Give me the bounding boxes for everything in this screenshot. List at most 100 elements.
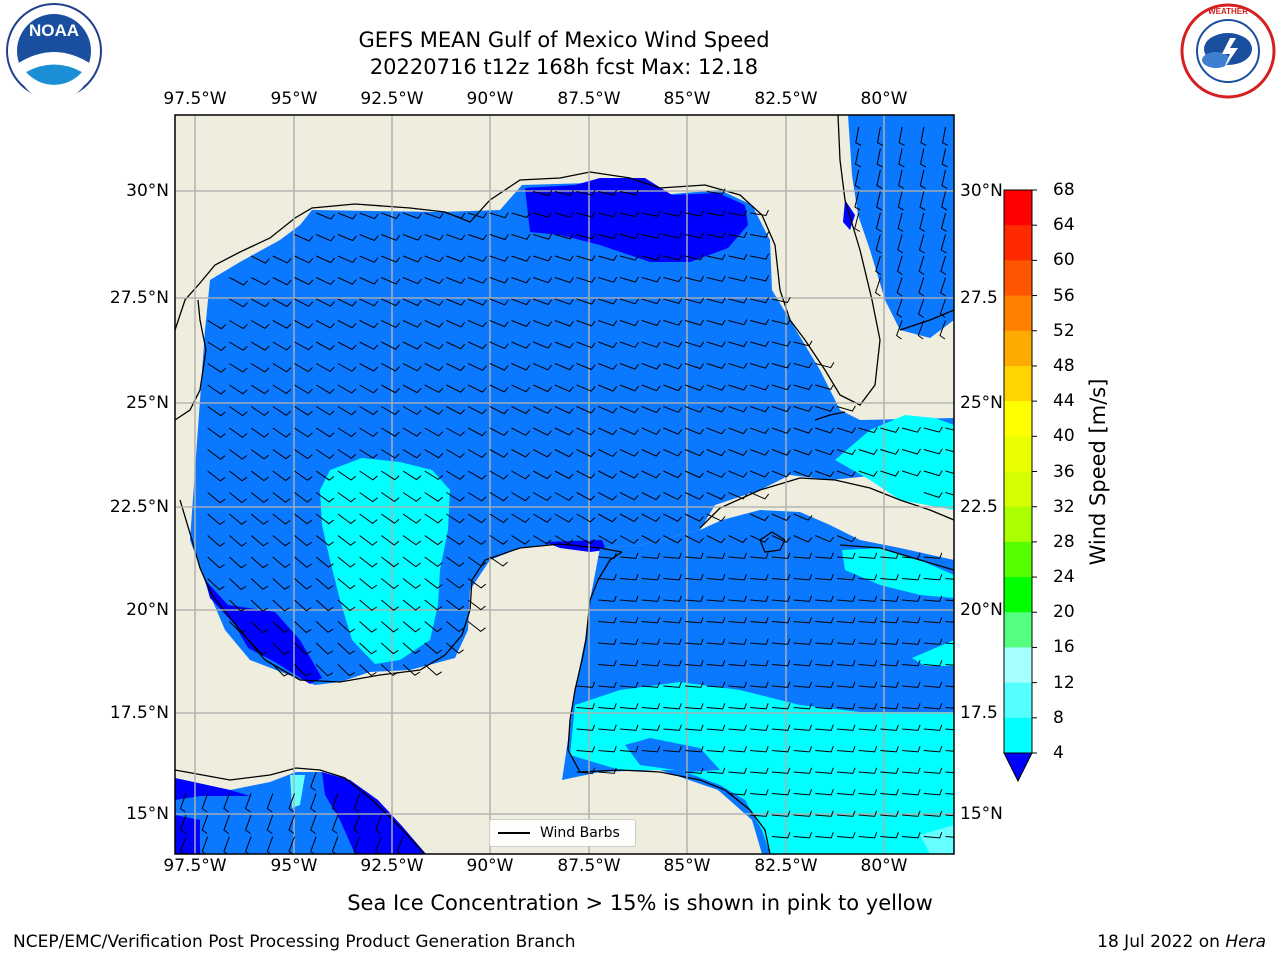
- wind-barb: [467, 492, 487, 502]
- wind-barb: [201, 814, 209, 834]
- wind-barb: [728, 789, 747, 796]
- wind-barb: [815, 574, 834, 581]
- wind-barb: [310, 771, 317, 791]
- wind-barb: [272, 513, 291, 525]
- gridlines: [175, 115, 954, 854]
- wind-barb: [294, 406, 313, 416]
- wind-barb: [381, 384, 400, 394]
- wind-barb: [836, 449, 856, 456]
- wind-barb: [641, 660, 661, 667]
- wind-barb: [381, 277, 401, 285]
- wind-barb: [359, 621, 377, 633]
- wind-barb: [381, 255, 401, 263]
- wind-barb: [424, 427, 444, 437]
- wind-barb: [598, 320, 618, 327]
- wind-barb: [750, 449, 770, 456]
- wind-barb: [836, 681, 856, 688]
- wind-barb: [836, 574, 856, 581]
- wind-barb: [771, 384, 791, 391]
- wind-barb: [728, 574, 747, 581]
- wind-barb: [815, 810, 834, 817]
- wind-barb: [337, 578, 356, 590]
- wind-barb: [880, 448, 900, 455]
- wind-barb: [554, 470, 574, 480]
- wind-barb: [402, 492, 422, 502]
- wind-barb: [250, 599, 269, 612]
- colorbar-segment: [1004, 190, 1032, 226]
- wind-barb: [533, 341, 553, 349]
- wind-barb: [858, 617, 878, 624]
- wind-barb: [663, 406, 683, 413]
- wind-barb: [793, 660, 813, 667]
- wind-barb: [489, 406, 509, 415]
- wind-barb: [619, 724, 639, 731]
- wind-barb: [381, 234, 401, 241]
- wind-barb: [446, 212, 466, 219]
- wind-barb: [793, 832, 813, 839]
- wind-barb: [684, 406, 705, 413]
- wind-barb: [294, 320, 314, 329]
- wind-barb: [315, 277, 335, 286]
- wind-barb: [641, 746, 661, 753]
- wind-barb: [337, 513, 356, 525]
- wind-barb: [641, 427, 661, 435]
- wind-barb: [728, 341, 748, 348]
- wind-barb: [684, 535, 704, 544]
- wind-barb: [750, 340, 770, 347]
- wind-barb: [315, 449, 335, 460]
- wind-barb: [598, 298, 618, 305]
- colorbar-tick-label-7: 40: [1053, 426, 1075, 447]
- wind-barb: [511, 212, 531, 219]
- colorbar-tick-label-9: 32: [1053, 496, 1075, 517]
- wind-barb: [854, 212, 861, 232]
- wind-barb: [598, 492, 617, 501]
- wind-barb: [250, 363, 270, 373]
- wind-barb: [706, 513, 726, 522]
- wind-barb: [728, 535, 748, 544]
- lon-labels-5: 85°W: [663, 89, 711, 109]
- wind-barb: [641, 298, 661, 305]
- wind-barb: [576, 535, 596, 545]
- wind-barb: [294, 470, 313, 481]
- lat-labels-left-0: 30°N: [126, 181, 169, 201]
- wind-barb: [793, 595, 813, 602]
- wind-barb: [554, 277, 574, 284]
- wind-barb: [446, 427, 465, 437]
- wind-barb: [945, 427, 954, 431]
- wind-barb: [641, 535, 661, 544]
- wind-barb: [576, 277, 596, 283]
- wind-barb: [250, 642, 268, 656]
- wind-barb: [663, 232, 683, 239]
- wind-barb: [576, 746, 596, 753]
- wind-barb: [923, 810, 943, 817]
- wind-barb: [684, 492, 704, 500]
- wind-barb: [576, 406, 596, 414]
- wind-barb: [467, 406, 487, 415]
- wind-barb: [684, 276, 705, 283]
- wind-barb: [315, 535, 334, 547]
- wind-barb: [598, 574, 617, 581]
- wind-barb: [945, 664, 954, 666]
- wind-barb: [381, 341, 400, 350]
- wind-barb: [315, 513, 335, 525]
- wind-barb: [619, 595, 639, 602]
- colorbar-segment: [1004, 295, 1032, 332]
- chart-subtitle: 20220716 t12z 168h fcst Max: 12.18: [369, 55, 759, 79]
- wind-barb: [945, 449, 954, 453]
- wind-barb: [229, 427, 248, 438]
- wind-barb: [576, 681, 596, 688]
- wind-barb: [750, 231, 770, 238]
- wind-barb: [424, 621, 443, 633]
- wind-barb: [684, 232, 704, 239]
- wind-barb: [706, 297, 726, 304]
- wind-barb: [706, 681, 726, 688]
- colorbar-segment: [1004, 541, 1032, 578]
- wind-barb: [598, 384, 618, 392]
- wind-barb: [728, 253, 748, 260]
- wind-barb: [532, 427, 552, 436]
- wind-barb: [836, 552, 856, 559]
- wind-barb: [489, 363, 509, 371]
- wind-barb: [941, 169, 948, 189]
- wind-barb: [793, 449, 813, 456]
